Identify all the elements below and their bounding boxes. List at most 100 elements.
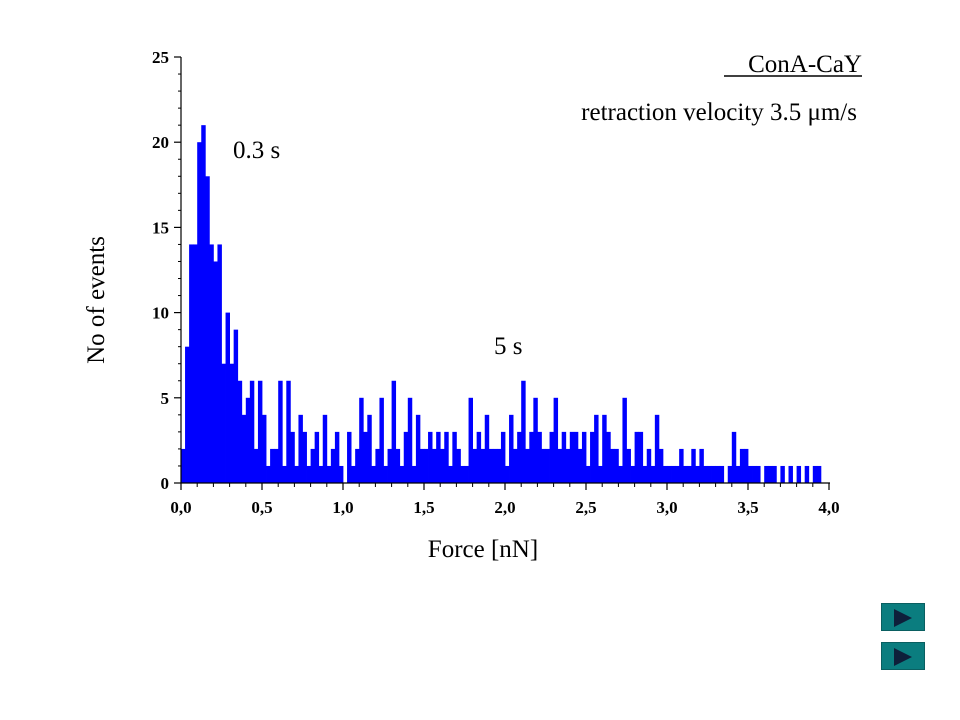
y-tick-label: 20 xyxy=(152,133,169,152)
histogram-bar xyxy=(399,465,405,483)
histogram-bar xyxy=(650,465,656,483)
y-tick-label: 5 xyxy=(161,389,170,408)
y-tick-label: 0 xyxy=(161,474,170,493)
histogram-bar xyxy=(642,465,648,483)
histogram-bar xyxy=(699,448,704,483)
histogram-bar xyxy=(326,465,332,483)
histogram-bar xyxy=(513,448,518,483)
x-axis-label: Force [nN] xyxy=(428,536,538,563)
histogram-bar xyxy=(480,448,486,483)
histogram-bar xyxy=(314,431,320,483)
forward-slide-button[interactable] xyxy=(881,642,925,670)
histogram-bar xyxy=(395,448,401,483)
histogram-bar xyxy=(816,465,822,483)
histogram-bar xyxy=(788,465,793,483)
histogram-bar xyxy=(756,465,761,483)
histogram-bar xyxy=(731,431,737,483)
histogram-bar xyxy=(796,465,802,483)
histogram-bar xyxy=(768,465,773,483)
histogram-bar xyxy=(334,431,340,483)
histogram-bar xyxy=(189,244,194,483)
next-slide-button[interactable] xyxy=(881,603,925,631)
histogram-bar xyxy=(306,465,311,483)
histogram-bar xyxy=(270,448,275,483)
histogram-bar xyxy=(549,431,554,483)
histogram-bar xyxy=(594,414,599,483)
histogram-bar xyxy=(262,414,267,483)
x-tick-label: 3,5 xyxy=(737,498,758,517)
x-axis-ticks: 0,0 0,5 1,0 1,5 2,0 2,5 3,0 3,5 4,0 xyxy=(170,483,840,517)
histogram-bar xyxy=(626,448,631,483)
histogram-bar xyxy=(379,397,384,483)
histogram-bar xyxy=(233,329,239,483)
histogram-bar xyxy=(654,414,660,483)
histogram-bar xyxy=(363,431,368,483)
histogram-bar xyxy=(383,465,388,483)
histogram-bar xyxy=(521,380,526,483)
y-tick-label: 10 xyxy=(152,304,169,323)
histogram-bar xyxy=(509,414,514,483)
histogram-bar xyxy=(424,448,429,483)
histogram-bar xyxy=(618,465,623,483)
histogram-bar xyxy=(500,431,506,483)
histogram-bar xyxy=(517,431,522,483)
histogram-bar xyxy=(557,448,563,483)
histogram-bar xyxy=(201,125,206,483)
histogram-bar xyxy=(553,397,559,483)
histogram-bar xyxy=(662,465,668,483)
histogram-bar xyxy=(197,142,202,483)
histogram-bar xyxy=(743,448,749,483)
histogram-bar xyxy=(727,465,733,483)
histogram-bar xyxy=(667,465,672,483)
histogram-bar xyxy=(193,244,198,483)
histogram-bar xyxy=(505,465,510,483)
histogram-bar xyxy=(205,176,210,483)
histogram-bar xyxy=(338,465,344,483)
histogram-bar xyxy=(488,448,494,483)
histogram-bar xyxy=(253,448,259,483)
histogram-bar xyxy=(614,448,619,483)
histogram-bar xyxy=(229,363,235,483)
histogram-bar xyxy=(586,465,591,483)
histogram-bar xyxy=(221,363,226,483)
histogram-bar xyxy=(598,465,603,483)
histogram-bar xyxy=(739,448,745,483)
histogram-bar xyxy=(638,431,644,483)
histogram-bar xyxy=(537,431,542,483)
histogram-bar xyxy=(464,465,469,483)
histogram-bar xyxy=(565,448,571,483)
histogram-bar xyxy=(545,448,550,483)
x-tick-label: 2,5 xyxy=(575,498,596,517)
histogram-bar xyxy=(671,465,676,483)
histogram-bar xyxy=(375,448,380,483)
histogram-bar xyxy=(679,448,684,483)
histogram-bar xyxy=(573,431,579,483)
histogram-bar xyxy=(812,465,818,483)
histogram-bar xyxy=(209,244,214,483)
histogram-bar xyxy=(440,448,445,483)
histogram-bar xyxy=(310,448,316,483)
histogram-bar xyxy=(606,431,611,483)
histogram-bar xyxy=(577,448,583,483)
histogram-bar xyxy=(403,431,409,483)
histogram-bar xyxy=(675,465,680,483)
histogram-bar xyxy=(569,431,575,483)
histogram-bar xyxy=(711,465,716,483)
histogram-bars xyxy=(181,125,822,483)
histogram-bar xyxy=(225,312,230,483)
histogram-bar xyxy=(318,465,324,483)
histogram-bar xyxy=(298,414,303,483)
annotation-short-time: 0.3 s xyxy=(233,137,280,164)
x-tick-label: 0,5 xyxy=(251,498,272,517)
histogram-bar xyxy=(492,448,498,483)
histogram-bar xyxy=(496,448,502,483)
histogram-bar xyxy=(590,431,595,483)
histogram-bar xyxy=(772,465,777,483)
histogram-bar xyxy=(715,465,721,483)
histogram-bar xyxy=(533,397,538,483)
histogram-bar xyxy=(249,380,255,483)
histogram-bar xyxy=(622,397,627,483)
histogram-bar xyxy=(695,465,700,483)
histogram-bar xyxy=(804,465,810,483)
histogram-bar xyxy=(436,431,441,483)
